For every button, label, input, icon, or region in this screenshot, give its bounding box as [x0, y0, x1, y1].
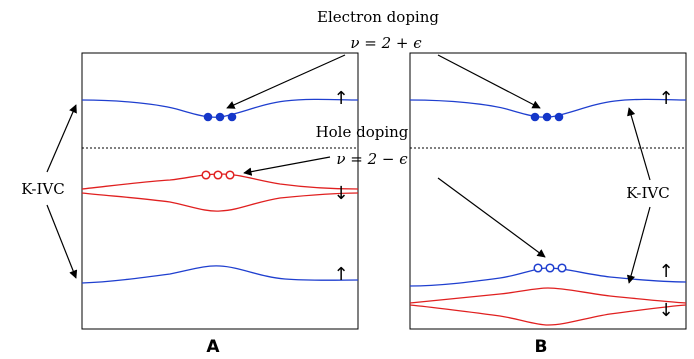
- arrow-kivc-left-up: [46, 104, 77, 173]
- hole-doping-label: Hole doping: [316, 123, 409, 141]
- arrow-kivc-right-down: [626, 206, 651, 284]
- panel-a-frame: [81, 52, 359, 330]
- kivc-right-label: K-IVC: [626, 184, 669, 202]
- panel-a-bottom-band: [81, 265, 359, 284]
- spin-up-b-lower: ↑: [658, 261, 673, 282]
- spin-up-a-top: ↑: [333, 88, 348, 109]
- electron-nu-label: ν = 2 + ϵ: [350, 34, 422, 52]
- arrow-hole-to-b: [437, 177, 546, 258]
- spin-down-a-middle: ↓: [333, 183, 348, 204]
- panel-b-red-band-lower: [409, 304, 687, 326]
- arrow-kivc-right-up: [627, 107, 651, 181]
- spin-up-b-top: ↑: [658, 88, 673, 109]
- panel-b-red-band-upper: [409, 287, 687, 304]
- arrow-hole-to-a: [243, 156, 331, 176]
- panel-a-red-band-lower: [81, 192, 359, 212]
- kivc-left-label: K-IVC: [21, 180, 64, 198]
- panel-b-electrons: [530, 112, 564, 122]
- panel-a-label: A: [206, 337, 220, 357]
- arrow-kivc-left-down: [46, 204, 78, 279]
- panel-a-holes: [201, 170, 235, 180]
- panel-b-frame: [409, 52, 687, 330]
- panel-b-label: B: [535, 337, 548, 357]
- electron-doping-label: Electron doping: [317, 8, 439, 26]
- panel-a-electrons: [203, 112, 237, 122]
- arrow-electron-to-b: [437, 54, 541, 109]
- arrow-electron-to-a: [226, 54, 346, 109]
- panel-b-holes: [533, 263, 567, 273]
- spin-down-b-lower: ↓: [658, 300, 673, 321]
- hole-nu-label: ν = 2 − ϵ: [336, 150, 408, 168]
- spin-up-a-bottom: ↑: [333, 264, 348, 285]
